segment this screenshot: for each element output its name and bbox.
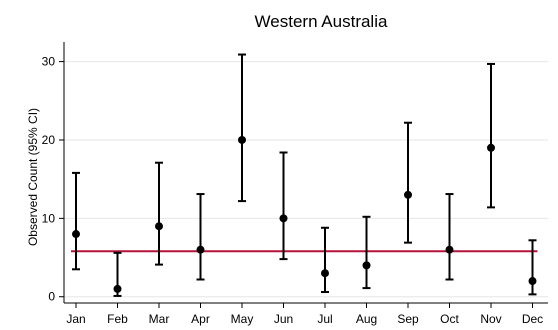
y-tick-label-10: 10 [42,211,56,225]
x-tick-label-may: May [231,312,254,326]
data-point-mar [155,222,163,231]
data-point-apr [196,245,205,254]
y-tick-label-30: 30 [42,55,56,69]
data-point-jan [72,230,80,239]
data-point-jul [321,269,329,278]
data-point-nov [487,143,495,152]
x-tick-label-oct: Oct [440,312,459,326]
data-point-oct [445,245,454,254]
data-point-feb [113,284,122,293]
x-tick-label-jul: Jul [317,312,332,326]
data-layer [72,53,537,297]
data-point-may [238,135,246,144]
data-point-dec [528,277,537,286]
y-axis-label: Observed Count (95% CI) [26,108,40,246]
x-tick-label-apr: Apr [191,312,210,326]
x-tick-label-jan: Jan [66,312,85,326]
x-tick-label-jun: Jun [274,312,293,326]
data-point-sep [404,190,412,199]
x-tick-label-dec: Dec [522,312,543,326]
grid-layer [64,61,548,298]
axis-layer: 0 10 20 30 Jan Feb Mar Apr May Jun Jul Aug Sep Oct Nov… [42,42,548,326]
data-point-jun [279,214,288,223]
x-tick-label-aug: Aug [356,312,377,326]
x-tick-label-nov: Nov [480,312,501,326]
y-tick-label-20: 20 [42,133,56,147]
x-tick-label-sep: Sep [397,312,419,326]
x-tick-label-mar: Mar [149,312,170,326]
data-point-aug [362,261,371,270]
x-tick-label-feb: Feb [107,312,128,326]
chart-title: Western Australia [255,12,388,31]
y-tick-label-0: 0 [48,290,55,304]
